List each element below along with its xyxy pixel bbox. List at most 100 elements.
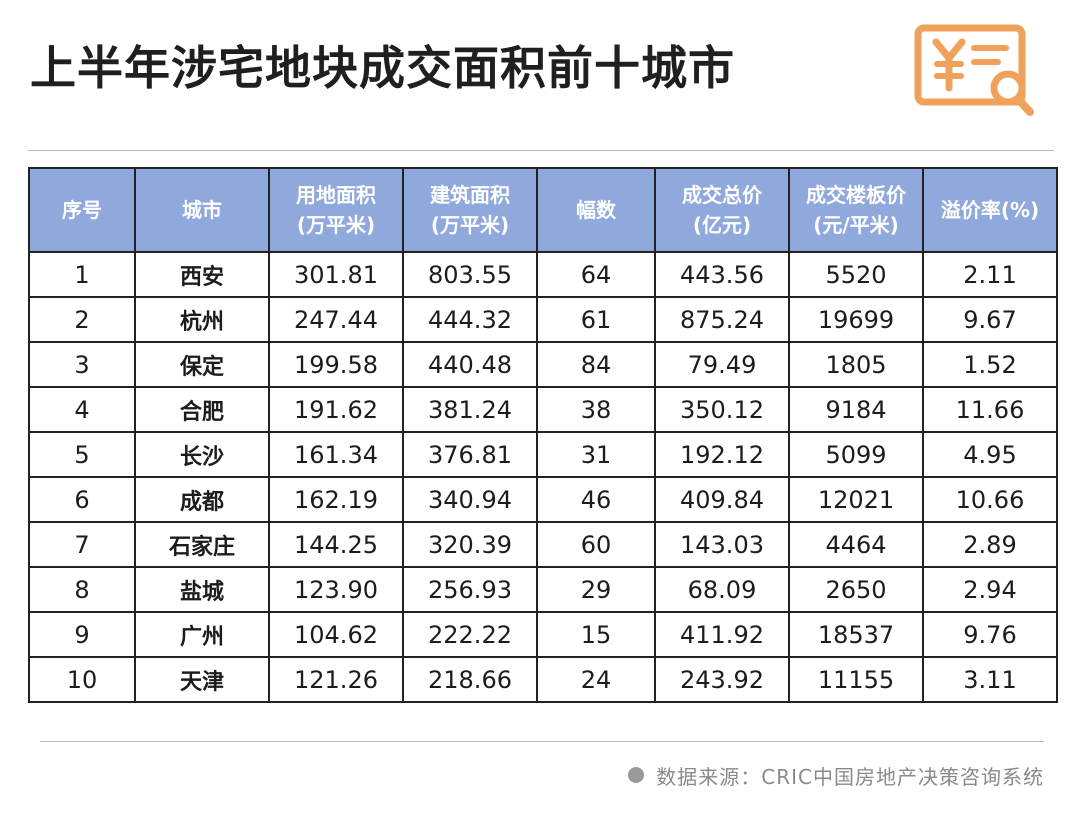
- table-header-row: 序号 城市 用地面积 (万平米) 建筑面积 (万平米) 幅数 成交总价 (亿元) 成交楼板价 (元/…: [28, 167, 1058, 253]
- table-cell: 31: [536, 431, 656, 478]
- table-cell: 192.12: [654, 431, 790, 478]
- table-cell: 104.62: [268, 611, 404, 658]
- table-cell: 340.94: [402, 476, 538, 523]
- table-cell: 5520: [788, 251, 924, 298]
- table-row: 7 石家庄 144.25 320.39 60 143.03 4464 2.89: [28, 521, 1058, 568]
- table-cell: 123.90: [268, 566, 404, 613]
- table-cell: 218.66: [402, 656, 538, 703]
- table-cell: 15: [536, 611, 656, 658]
- column-header-unit: (万平米): [430, 213, 510, 237]
- table-cell: 11.66: [922, 386, 1058, 433]
- table-row: 2 杭州 247.44 444.32 61 875.24 19699 9.67: [28, 296, 1058, 343]
- table-cell: 84: [536, 341, 656, 388]
- table-cell: 38: [536, 386, 656, 433]
- table-cell: 121.26: [268, 656, 404, 703]
- column-header: 成交楼板价 (元/平米): [788, 167, 924, 253]
- table-cell: 9184: [788, 386, 924, 433]
- table-body: 1 西安 301.81 803.55 64 443.56 5520 2.11 2 杭州 247.44…: [28, 251, 1058, 703]
- table-cell: 243.92: [654, 656, 790, 703]
- table-cell: 161.34: [268, 431, 404, 478]
- column-header-label: 成交总价: [682, 183, 762, 207]
- column-header-unit: (万平米): [296, 213, 376, 237]
- column-header: 成交总价 (亿元): [654, 167, 790, 253]
- table-cell: 803.55: [402, 251, 538, 298]
- table-cell: 162.19: [268, 476, 404, 523]
- table-cell: 12021: [788, 476, 924, 523]
- column-header-unit: (亿元): [692, 213, 752, 237]
- table-cell: 61: [536, 296, 656, 343]
- column-header-label: 城市: [182, 198, 222, 222]
- column-header: 城市: [134, 167, 270, 253]
- table-cell: 411.92: [654, 611, 790, 658]
- column-header-label: 用地面积: [296, 183, 376, 207]
- table-cell: 3: [28, 341, 136, 388]
- table-cell: 2: [28, 296, 136, 343]
- table-cell: 64: [536, 251, 656, 298]
- table-cell: 381.24: [402, 386, 538, 433]
- table-cell: 320.39: [402, 521, 538, 568]
- table-cell: 144.25: [268, 521, 404, 568]
- table-cell: 1805: [788, 341, 924, 388]
- table-cell: 24: [536, 656, 656, 703]
- table-cell: 875.24: [654, 296, 790, 343]
- table-row: 4 合肥 191.62 381.24 38 350.12 9184 11.66: [28, 386, 1058, 433]
- table-row: 6 成都 162.19 340.94 46 409.84 12021 10.66: [28, 476, 1058, 523]
- table-cell: 143.03: [654, 521, 790, 568]
- table-cell: 5099: [788, 431, 924, 478]
- table-cell: 杭州: [134, 296, 270, 343]
- table-cell: 256.93: [402, 566, 538, 613]
- table-cell: 9: [28, 611, 136, 658]
- table-cell: 4464: [788, 521, 924, 568]
- column-header-label: 成交楼板价: [806, 183, 906, 207]
- table-row: 1 西安 301.81 803.55 64 443.56 5520 2.11: [28, 251, 1058, 298]
- table-cell: 443.56: [654, 251, 790, 298]
- table-cell: 3.11: [922, 656, 1058, 703]
- table-cell: 222.22: [402, 611, 538, 658]
- table-cell: 376.81: [402, 431, 538, 478]
- source-note: 数据来源：CRIC中国房地产决策咨询系统: [628, 760, 1044, 790]
- table-cell: 18537: [788, 611, 924, 658]
- table-cell: 6: [28, 476, 136, 523]
- table-cell: 19699: [788, 296, 924, 343]
- table-cell: 2.11: [922, 251, 1058, 298]
- table-row: 8 盐城 123.90 256.93 29 68.09 2650 2.94: [28, 566, 1058, 613]
- table-cell: 2.89: [922, 521, 1058, 568]
- table-cell: 29: [536, 566, 656, 613]
- table-cell: 60: [536, 521, 656, 568]
- column-header: 用地面积 (万平米): [268, 167, 404, 253]
- table-row: 5 长沙 161.34 376.81 31 192.12 5099 4.95: [28, 431, 1058, 478]
- table-row: 3 保定 199.58 440.48 84 79.49 1805 1.52: [28, 341, 1058, 388]
- table-cell: 68.09: [654, 566, 790, 613]
- column-header-label: 序号: [62, 198, 102, 222]
- table-row: 10 天津 121.26 218.66 24 243.92 11155 3.11: [28, 656, 1058, 703]
- bullet-dot-icon: [628, 767, 645, 783]
- table-cell: 10: [28, 656, 136, 703]
- table-cell: 石家庄: [134, 521, 270, 568]
- table-row: 9 广州 104.62 222.22 15 411.92 18537 9.76: [28, 611, 1058, 658]
- city-ranking-table: 序号 城市 用地面积 (万平米) 建筑面积 (万平米) 幅数 成交总价 (亿元) 成交楼板价 (元/…: [28, 167, 1058, 703]
- table-cell: 11155: [788, 656, 924, 703]
- table-cell: 4: [28, 386, 136, 433]
- page-title: 上半年涉宅地块成交面积前十城市: [30, 41, 735, 95]
- table-cell: 350.12: [654, 386, 790, 433]
- table-cell: 8: [28, 566, 136, 613]
- table-cell: 46: [536, 476, 656, 523]
- table-cell: 合肥: [134, 386, 270, 433]
- table-cell: 西安: [134, 251, 270, 298]
- table-cell: 长沙: [134, 431, 270, 478]
- column-header: 序号: [28, 167, 136, 253]
- table-cell: 79.49: [654, 341, 790, 388]
- bottom-divider: [40, 741, 1044, 742]
- top-divider: [28, 150, 1054, 151]
- column-header-unit: (元/平米): [813, 213, 899, 237]
- column-header: 幅数: [536, 167, 656, 253]
- table-cell: 301.81: [268, 251, 404, 298]
- table-cell: 天津: [134, 656, 270, 703]
- table-cell: 409.84: [654, 476, 790, 523]
- yuan-document-search-icon: [914, 24, 1034, 116]
- table-cell: 444.32: [402, 296, 538, 343]
- column-header: 溢价率(%): [922, 167, 1058, 253]
- table-cell: 4.95: [922, 431, 1058, 478]
- table-cell: 5: [28, 431, 136, 478]
- column-header-label: 溢价率(%): [940, 198, 1040, 222]
